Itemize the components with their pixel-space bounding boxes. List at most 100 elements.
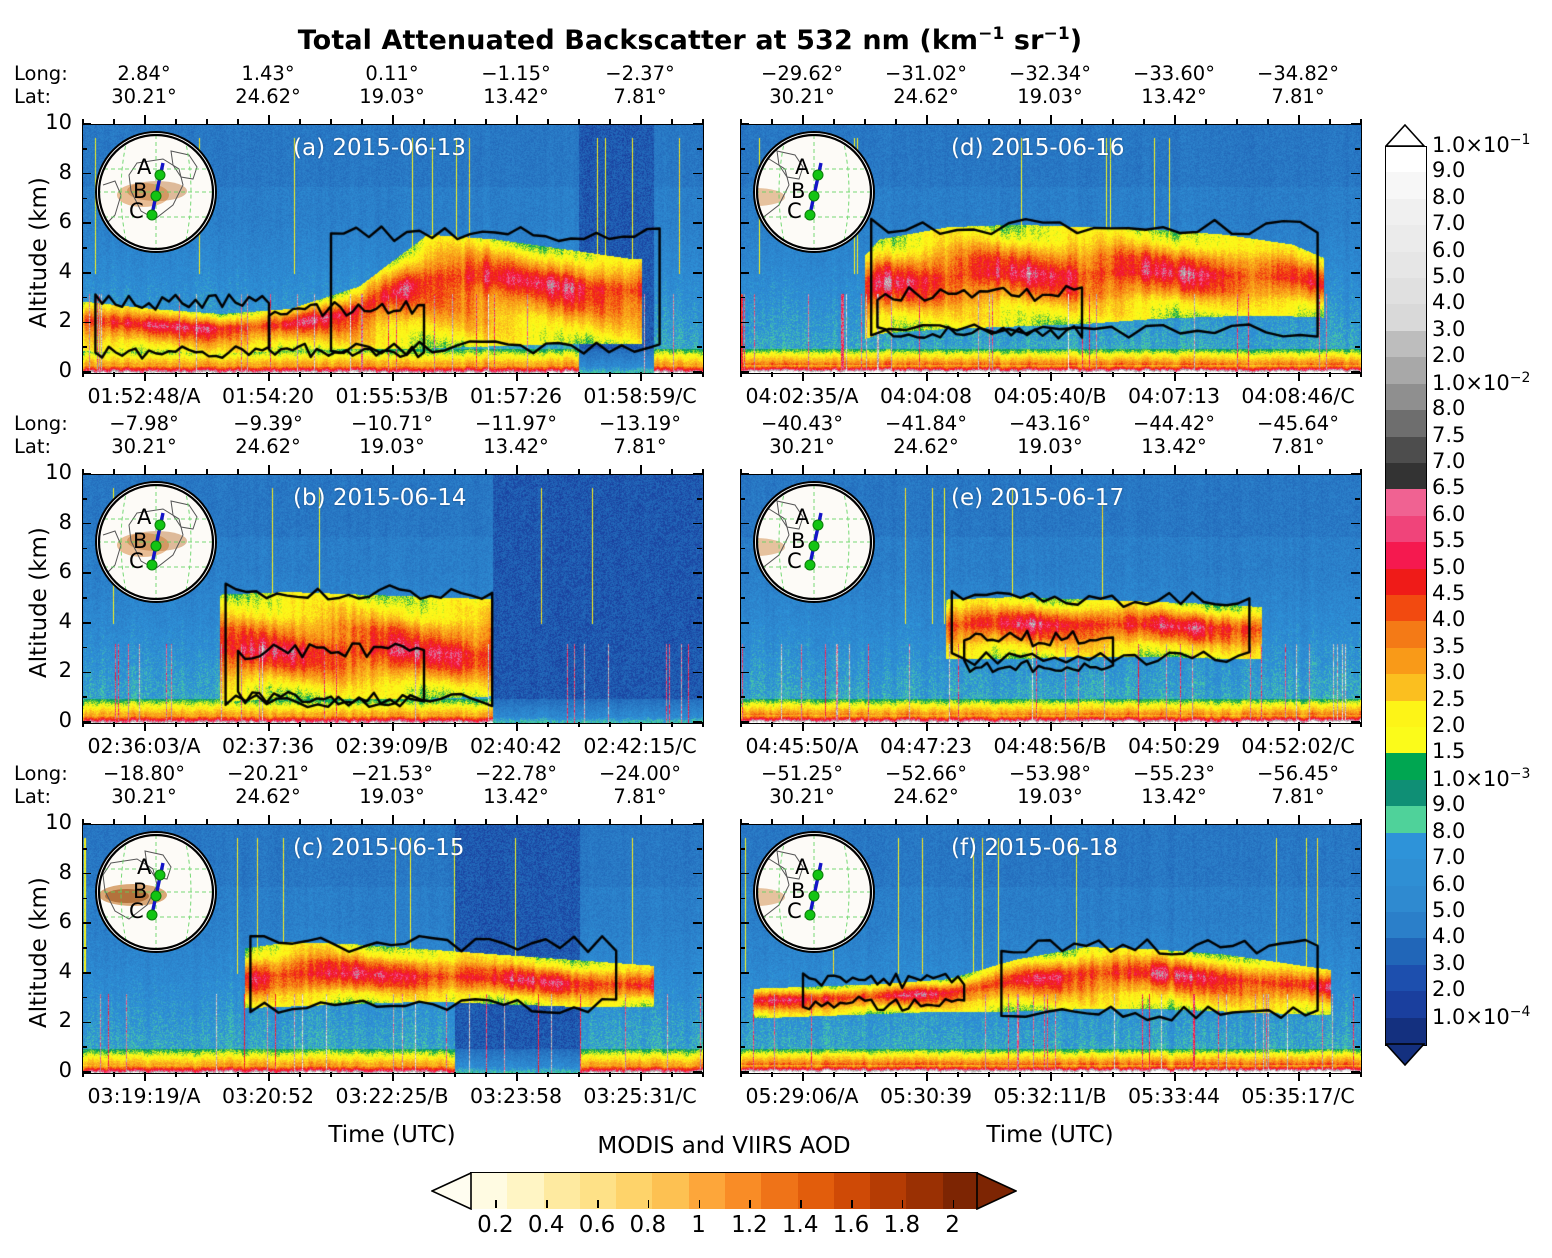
x-minor-tick — [864, 722, 866, 727]
globe-marker-label-b: B — [133, 879, 148, 903]
y-tick-mark — [82, 498, 87, 500]
x-minor-tick — [361, 1072, 363, 1077]
y-tick-label: 2 — [58, 658, 72, 683]
y-tick-mark — [740, 1046, 745, 1048]
time-tick-label: 01:58:59/C — [583, 384, 697, 408]
x-minor-tick-top — [1081, 469, 1083, 474]
long-value: −31.02° — [885, 62, 967, 85]
x-minor-tick — [299, 372, 301, 377]
colorbar-label-text: 5.0 — [1432, 897, 1466, 922]
y-tick-label: 0 — [58, 708, 72, 732]
aod-tick-mark — [597, 1200, 599, 1208]
colorbar-tick-label: 4.0 — [1432, 290, 1465, 314]
x-minor-tick — [454, 372, 456, 377]
colorbar-label-exponent: −3 — [1509, 765, 1531, 782]
x-minor-tick-top — [485, 119, 487, 124]
aod-tick-mark — [647, 1200, 650, 1208]
lat-value: 30.21° — [769, 435, 835, 458]
lat-value: 19.03° — [359, 435, 425, 458]
x-minor-tick — [864, 372, 866, 377]
time-tick-label: 04:08:46/C — [1241, 384, 1355, 408]
x-minor-tick — [740, 372, 742, 377]
time-tick-label: 04:02:35/A — [745, 384, 859, 408]
x-tick-mark — [1298, 372, 1300, 381]
x-minor-tick-top — [206, 469, 208, 474]
y-tick-mark — [740, 321, 749, 324]
x-minor-tick — [454, 722, 456, 727]
y-tick-mark — [82, 222, 91, 224]
aod-colorbar-segment — [906, 1173, 944, 1209]
aod-tick-label: 0.2 — [477, 1212, 514, 1238]
x-minor-tick — [957, 372, 959, 377]
panel-title-d: (d) 2015-06-16 — [951, 135, 1125, 161]
panel-a: A B C (a) 2015-06-13 — [82, 124, 704, 374]
x-minor-tick-top — [1360, 469, 1362, 474]
long-value: 2.84° — [117, 62, 171, 85]
x-minor-tick — [671, 722, 673, 727]
y-tick-mark — [740, 996, 745, 999]
y-tick-mark-right — [693, 1021, 702, 1024]
y-tick-mark-right — [697, 696, 702, 698]
colorbar-tick-label: 7.0 — [1432, 211, 1465, 235]
colorbar-label-text: 1.0×10 — [1432, 133, 1510, 157]
y-axis-title: Altitude (km) — [26, 527, 52, 678]
x-minor-tick — [423, 372, 425, 377]
y-tick-mark — [740, 972, 749, 974]
x-minor-tick — [361, 372, 363, 377]
y-tick-mark-right — [697, 1046, 702, 1048]
x-minor-tick — [237, 722, 239, 727]
y-tick-label: 10 — [45, 110, 72, 134]
x-minor-tick-top — [988, 119, 990, 124]
y-tick-mark-right — [697, 346, 702, 348]
x-minor-tick — [609, 1072, 611, 1077]
y-tick-mark-right — [693, 922, 702, 924]
x-minor-tick — [175, 722, 177, 727]
lat-value: 19.03° — [1017, 785, 1083, 808]
y-tick-label: 4 — [58, 608, 72, 633]
x-minor-tick — [330, 1072, 332, 1077]
aod-tick-label: 0.6 — [578, 1212, 616, 1238]
long-value: −44.42° — [1133, 412, 1215, 435]
colorbar-tick-label: 1.0×10−3 — [1432, 766, 1530, 791]
y-tick-mark — [82, 721, 91, 723]
lat-value: 13.42° — [483, 435, 549, 458]
x-tick-mark — [1298, 1072, 1300, 1081]
x-minor-tick — [1143, 722, 1145, 727]
x-tick-mark-top — [268, 465, 270, 474]
globe-marker-label-a: A — [795, 505, 810, 529]
y-tick-mark — [82, 848, 87, 850]
x-tick-mark-top — [1298, 115, 1300, 124]
x-tick-mark-top — [640, 115, 642, 124]
x-minor-tick-top — [740, 469, 742, 474]
time-tick-label: 04:05:40/B — [993, 384, 1107, 408]
x-tick-mark — [926, 722, 928, 731]
y-tick-mark-right — [1355, 696, 1360, 698]
backscatter-colorbar — [1384, 123, 1427, 1067]
x-minor-tick-top — [1143, 119, 1145, 124]
x-minor-tick-top — [206, 119, 208, 124]
colorbar-label-exponent: −4 — [1509, 1003, 1531, 1020]
y-tick-mark-right — [697, 947, 702, 949]
x-minor-tick — [206, 722, 208, 727]
colorbar-segment — [1385, 198, 1427, 226]
colorbar-tick-label: 8.0 — [1432, 185, 1465, 209]
y-tick-mark-right — [1355, 1046, 1360, 1048]
y-tick-mark-right — [1351, 522, 1360, 525]
y-tick-mark — [740, 296, 745, 299]
y-tick-mark — [82, 172, 91, 175]
y-tick-mark — [740, 848, 745, 850]
y-tick-mark — [82, 197, 87, 200]
x-minor-tick-top — [771, 119, 773, 124]
x-tick-mark — [268, 722, 270, 731]
y-tick-mark-right — [697, 848, 702, 850]
x-tick-mark — [1174, 722, 1176, 731]
time-tick-label: 02:40:42 — [469, 734, 563, 758]
aod-tick-mark — [901, 1200, 904, 1208]
x-tick-mark — [1050, 1072, 1052, 1081]
lat-value: 19.03° — [1017, 435, 1083, 458]
x-minor-tick-top — [864, 469, 866, 474]
y-tick-mark — [82, 823, 91, 825]
